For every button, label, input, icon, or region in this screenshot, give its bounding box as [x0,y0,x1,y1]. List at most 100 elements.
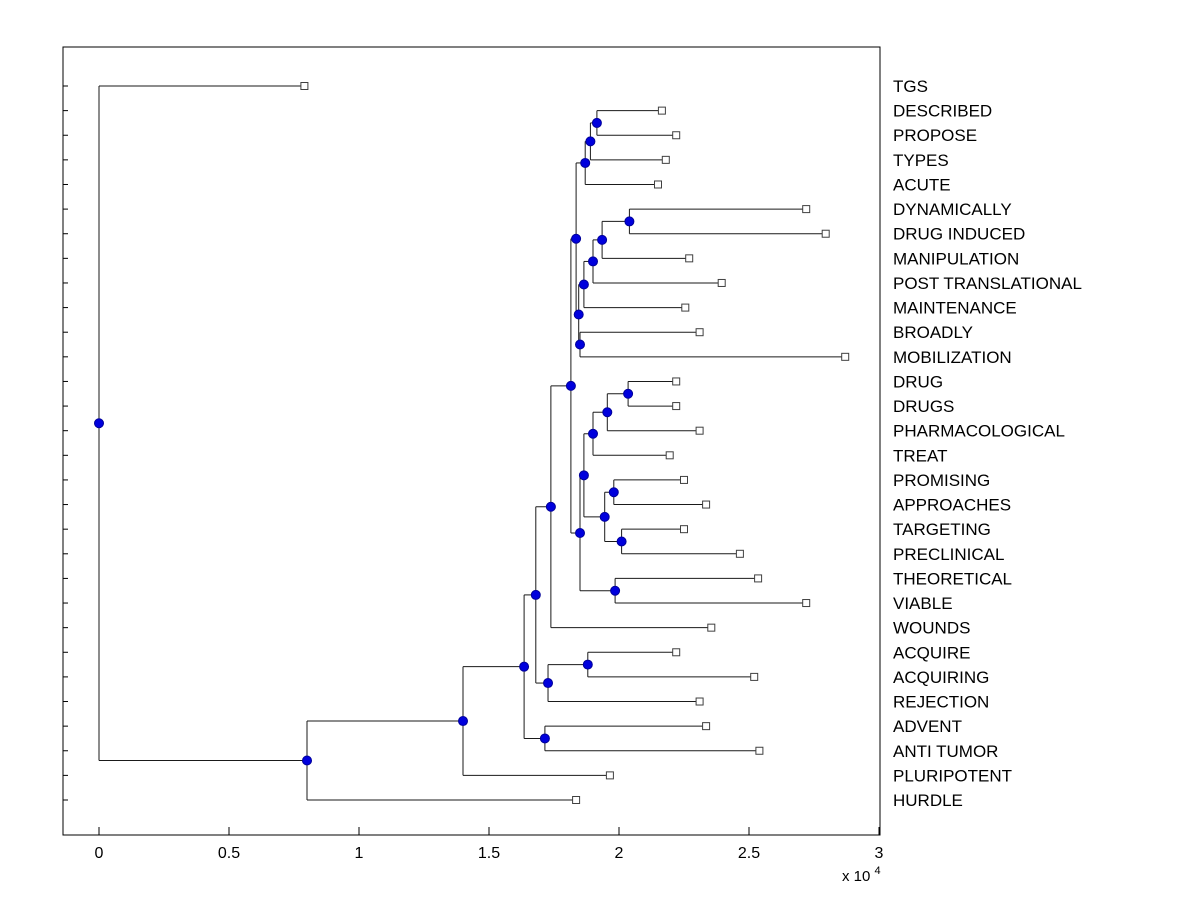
internal-node-marker [624,216,635,227]
internal-node-marker [571,233,582,244]
leaf-marker [657,106,666,115]
leaf-label: DRUGS [893,397,954,416]
leaf-label: PROMISING [893,471,990,490]
internal-node-marker [530,589,541,600]
x-tick-label: 1 [355,845,364,862]
axis-exponent-sup: 4 [875,865,881,877]
internal-node-marker [623,388,634,399]
leaf-marker [672,402,681,411]
leaf-marker [605,771,614,780]
leaf-marker [685,254,694,263]
x-tick-label: 2 [615,845,624,862]
leaf-label: DESCRIBED [893,102,992,121]
leaf-marker [802,599,811,608]
leaf-marker [672,377,681,386]
leaf-marker [654,180,662,189]
leaf-label: TREAT [893,446,947,465]
leaf-marker [702,500,711,509]
leaf-marker [695,328,704,337]
internal-node-marker [585,136,596,147]
internal-node-marker [578,470,589,481]
leaf-label: ADVENT [893,717,962,736]
internal-node-marker [610,585,621,596]
leaf-label: APPROACHES [893,496,1011,515]
tree-branches [98,85,846,801]
x-tick-label: 1.5 [478,845,500,862]
leaf-label: TARGETING [893,520,991,539]
leaf-marker [695,426,704,435]
axis-exponent-label: x 10 4 [842,865,881,885]
x-tick-label: 3 [875,845,884,862]
x-tick-label: 0 [95,845,104,862]
internal-node-marker [602,407,613,418]
leaf-marker [717,278,726,287]
leaf-marker [735,549,744,558]
internal-node-marker [580,157,591,168]
internal-node-marker [578,279,589,290]
leaf-label: ACUTE [893,175,951,194]
leaf-label: TGS [893,77,928,96]
internal-node-marker [519,661,530,672]
leaf-label: ACQUIRING [893,668,989,687]
internal-node-marker [565,380,576,391]
leaf-marker [702,722,711,731]
internal-node-marker [591,117,602,128]
leaf-marker [672,131,681,140]
leaf-marker [695,697,704,706]
leaf-labels: TGS DESCRIBED PROPOSE TYPES ACUTE DYNAMICALLY… [893,77,1082,810]
leaf-marker [821,229,830,238]
leaf-marker [661,155,670,164]
leaf-label: VIABLE [893,594,953,613]
leaf-marker [572,796,581,804]
leaf-label: REJECTION [893,693,989,712]
leaf-label: BROADLY [893,323,973,342]
internal-node-marker [458,716,468,727]
leaf-label: PLURIPOTENT [893,766,1012,785]
leaf-marker [681,303,690,312]
node-markers [94,82,850,804]
leaf-marker [680,525,688,534]
leaf-label: PROPOSE [893,126,977,145]
leaf-label: DRUG INDUCED [893,225,1025,244]
leaf-marker [802,205,811,214]
leaf-marker [672,648,681,657]
leaf-label: MAINTENANCE [893,299,1017,318]
leaf-label: TYPES [893,151,949,170]
leaf-label: WOUNDS [893,619,970,638]
leaf-marker [300,82,309,90]
leaf-marker [754,574,763,583]
leaf-marker [707,623,716,632]
internal-node-marker [94,418,104,429]
internal-node-marker [575,528,585,539]
internal-node-marker [599,511,610,522]
internal-node-marker [588,428,598,439]
internal-node-marker [573,309,584,320]
leaf-label: MOBILIZATION [893,348,1012,367]
leaf-label: PRECLINICAL [893,545,1004,564]
internal-node-marker [545,501,556,512]
leaf-label: DYNAMICALLY [893,200,1012,219]
internal-node-marker [582,659,593,670]
internal-node-marker [539,733,550,744]
leaf-marker [680,475,688,484]
leaf-label: ACQUIRE [893,643,970,662]
leaf-label: ANTI TUMOR [893,742,998,761]
leaf-marker [755,746,764,755]
x-tick-label: 2.5 [738,845,760,862]
internal-node-marker [597,234,608,245]
leaf-marker [750,672,759,681]
x-tick-label: 0.5 [218,845,240,862]
leaf-marker [841,352,850,361]
leaf-marker [665,451,674,460]
leaf-label: MANIPULATION [893,249,1019,268]
leaf-label: HURDLE [893,791,963,810]
axes: 0 0.5 1 1.5 2 2.5 3 x 10 4 [62,46,884,885]
internal-node-marker [543,678,554,689]
leaf-label: DRUG [893,372,943,391]
internal-node-marker [616,536,627,547]
leaf-label: POST TRANSLATIONAL [893,274,1082,293]
leaf-label: PHARMACOLOGICAL [893,422,1065,441]
internal-node-marker [608,487,619,498]
